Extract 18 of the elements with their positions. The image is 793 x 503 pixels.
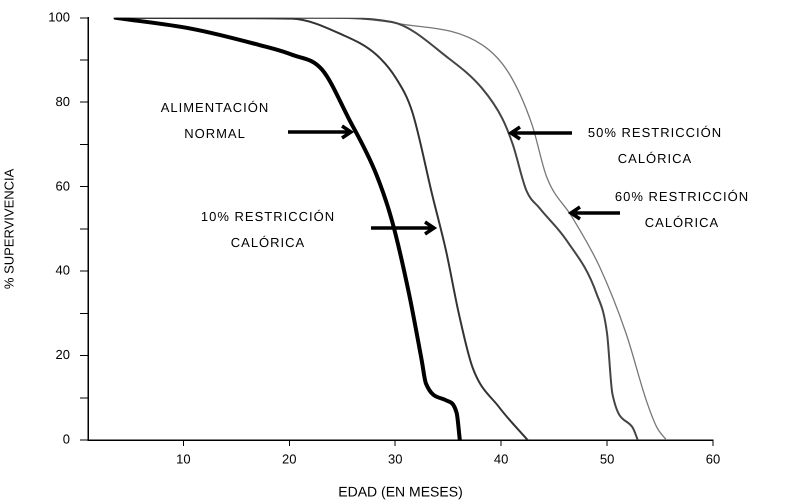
x-tick-label: 20 <box>282 451 297 466</box>
y-tick-label: 40 <box>56 262 70 278</box>
x-tick-label: 50 <box>600 451 614 466</box>
y-tick-label: 60 <box>56 178 70 194</box>
annotation: 50% RESTRICCIÓN CALÓRICA <box>586 124 724 168</box>
x-tick-label: 60 <box>706 451 720 466</box>
x-tick-label: 40 <box>494 451 508 466</box>
annotation: ALIMENTACIÓN NORMAL <box>160 99 270 143</box>
x-tick-label: 10 <box>176 451 191 466</box>
y-tick-label: 20 <box>56 347 70 362</box>
annotation: 60% RESTRICCIÓN CALÓRICA <box>614 188 750 232</box>
annotation: 10% RESTRICCIÓN CALÓRICA <box>200 208 336 252</box>
x-tick-label: 30 <box>388 451 402 466</box>
y-axis-title: % SUPERVIVENCIA <box>1 168 16 290</box>
y-tick-label: 100 <box>48 9 70 24</box>
x-axis-title: EDAD (EN MESES) <box>338 483 463 500</box>
y-tick-label: 80 <box>56 94 70 109</box>
y-tick-label: 0 <box>62 432 70 447</box>
